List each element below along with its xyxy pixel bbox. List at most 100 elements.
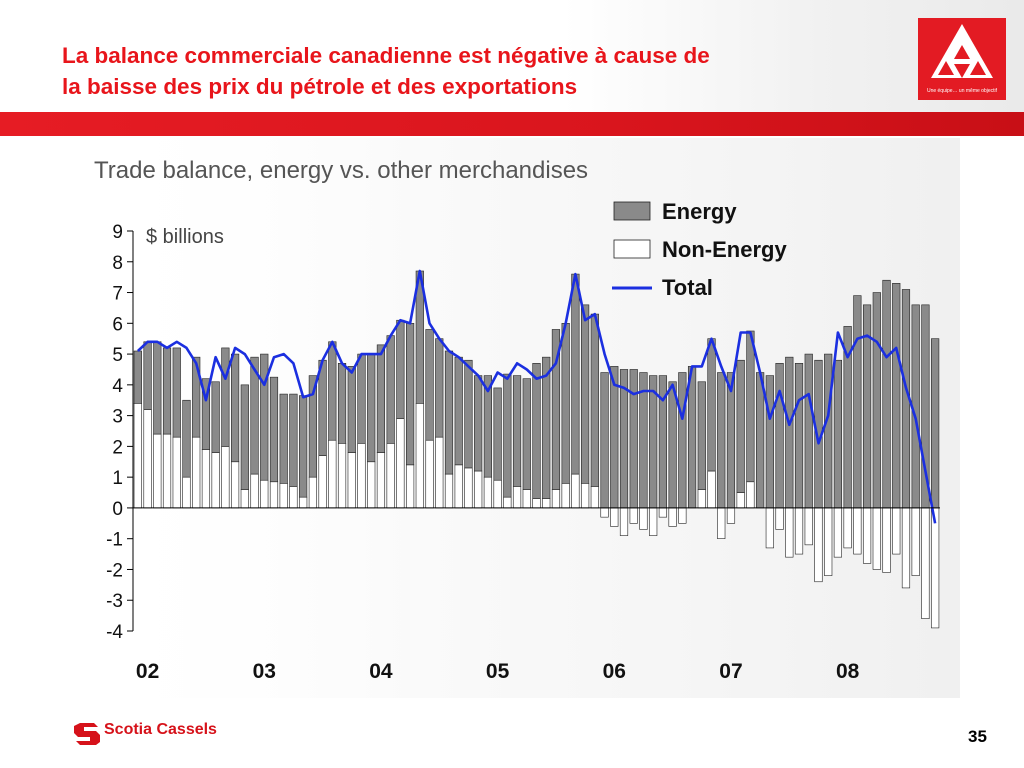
non-energy-bar <box>357 443 366 509</box>
energy-bar <box>503 373 512 498</box>
non-energy-bar <box>337 443 347 509</box>
non-energy-bar <box>512 486 522 509</box>
energy-bar <box>756 372 765 509</box>
non-energy-bar <box>542 498 551 509</box>
non-energy-bar <box>192 436 201 509</box>
non-energy-bar <box>619 507 629 536</box>
non-energy-bar <box>561 483 570 509</box>
non-energy-bar <box>483 476 492 509</box>
non-energy-bar <box>279 483 288 509</box>
non-energy-bar <box>901 507 911 589</box>
energy-bar <box>211 381 220 453</box>
energy-bar <box>240 384 249 490</box>
energy-bar <box>464 359 473 469</box>
energy-bar <box>678 372 687 509</box>
y-tick-label: 0 <box>112 499 123 520</box>
non-energy-bar <box>454 464 463 509</box>
legend-label: Total <box>662 275 713 300</box>
energy-bar <box>289 393 298 487</box>
chart-legend: Energy Non-Energy Total <box>612 199 787 300</box>
non-energy-bar <box>153 433 162 509</box>
energy-bar <box>882 279 891 509</box>
non-energy-bar <box>143 409 152 509</box>
non-energy-bar <box>892 507 901 555</box>
non-energy-bar <box>872 507 881 570</box>
energy-bar <box>386 335 395 444</box>
non-energy-bar <box>230 461 240 509</box>
non-energy-bar <box>347 452 356 509</box>
energy-bar <box>600 372 609 509</box>
non-energy-bar <box>678 507 687 524</box>
non-energy-bar <box>921 507 930 619</box>
energy-bar <box>425 329 434 441</box>
non-energy-bar <box>250 473 259 509</box>
triangle-logo-icon <box>931 24 993 78</box>
energy-bar <box>532 363 541 499</box>
y-tick-label: 4 <box>112 376 123 397</box>
energy-bar <box>736 359 745 493</box>
x-year-label: 04 <box>369 660 393 683</box>
legend-swatch-energy <box>613 201 651 221</box>
non-energy-bar <box>717 507 726 539</box>
non-energy-bar <box>493 479 502 509</box>
non-energy-bar <box>386 443 395 509</box>
energy-bar <box>474 375 483 472</box>
non-energy-bar <box>931 507 940 629</box>
energy-bar <box>765 375 774 509</box>
non-energy-bar <box>133 403 142 509</box>
energy-bar <box>269 376 279 483</box>
header-background <box>0 0 1024 112</box>
x-year-label: 05 <box>486 660 510 683</box>
non-energy-bar <box>299 496 308 509</box>
energy-bar <box>337 363 347 444</box>
chart-title: Trade balance, energy vs. other merchand… <box>94 157 588 184</box>
non-energy-bar <box>726 507 736 524</box>
energy-bar <box>824 353 833 509</box>
x-year-label: 08 <box>836 660 860 683</box>
energy-bar <box>561 323 570 484</box>
unit-label: $ billions <box>146 226 224 248</box>
trade-balance-chart: Trade balance, energy vs. other merchand… <box>80 138 960 698</box>
non-energy-bar <box>824 507 833 576</box>
y-tick-label: 6 <box>112 314 123 335</box>
non-energy-bar <box>707 470 716 509</box>
legend-label: Non-Energy <box>662 237 787 262</box>
energy-bar <box>133 350 142 404</box>
non-energy-bar <box>794 507 804 555</box>
energy-bar <box>162 347 172 435</box>
energy-bar <box>406 323 415 466</box>
non-energy-bar <box>240 489 249 509</box>
non-energy-bar <box>532 498 541 509</box>
non-energy-bar <box>211 452 220 509</box>
y-tick-label: 1 <box>112 468 123 489</box>
energy-bar <box>367 353 376 463</box>
energy-bar <box>230 353 240 463</box>
energy-bar <box>153 341 162 435</box>
energy-bar <box>892 283 901 509</box>
y-tick-label: 7 <box>112 284 123 305</box>
non-energy-bar <box>581 483 590 509</box>
non-energy-bar <box>474 470 483 509</box>
slide-title-line-1: La balance commerciale canadienne est né… <box>62 43 710 68</box>
header-red-band <box>0 112 1024 136</box>
slide-title-line-2: la baisse des prix du pétrole et des exp… <box>62 74 578 99</box>
energy-bar <box>571 273 580 475</box>
non-energy-bar <box>629 507 638 524</box>
non-energy-bar <box>882 507 891 573</box>
non-energy-bar <box>522 489 531 509</box>
energy-bar <box>260 353 269 481</box>
legend-label: Energy <box>662 199 737 224</box>
non-energy-bar <box>804 507 813 546</box>
x-year-label: 06 <box>603 660 626 683</box>
non-energy-bar <box>853 507 862 555</box>
y-tick-label: -3 <box>106 591 123 612</box>
non-energy-bar <box>435 436 444 509</box>
energy-bar <box>551 329 561 490</box>
energy-bar <box>493 387 502 481</box>
energy-bar <box>172 347 181 438</box>
energy-bar <box>746 330 755 483</box>
energy-bar <box>454 356 463 466</box>
energy-bar <box>483 375 492 478</box>
energy-bar <box>318 359 327 456</box>
total-line <box>137 269 937 524</box>
